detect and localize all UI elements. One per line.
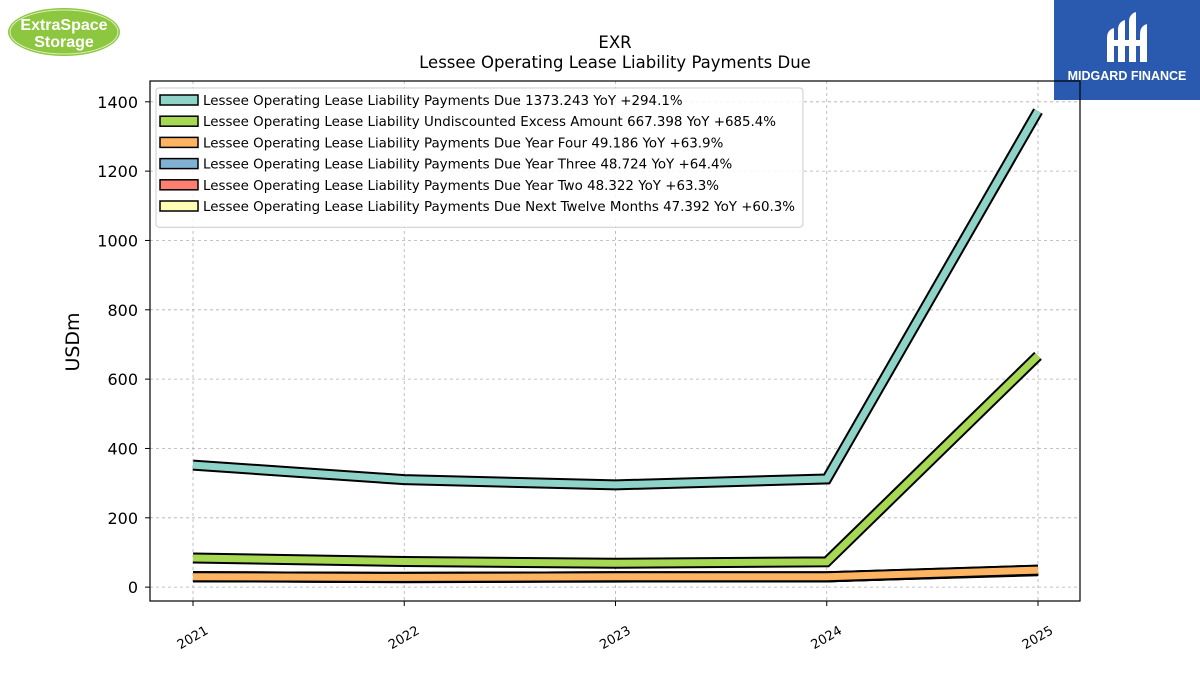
midgard-emblem-icon (1107, 12, 1147, 62)
series-lines (192, 108, 1043, 584)
extra-space-storage-logo: ExtraSpace Storage (5, 5, 125, 63)
legend-label: Lessee Operating Lease Liability Undisco… (203, 115, 776, 130)
legend-box (155, 87, 804, 228)
series-line (192, 108, 1043, 491)
legend-label: Lessee Operating Lease Liability Payment… (203, 179, 719, 194)
x-axis: 2021 2022 2023 2024 2025 (175, 601, 1056, 653)
series-line (192, 351, 1042, 569)
legend-swatch (159, 200, 199, 212)
legend-swatch (159, 94, 199, 106)
chart-subtitle: Lessee Operating Lease Liability Payment… (419, 53, 811, 72)
series-line-fill (192, 353, 1041, 567)
y-tick-label: 600 (107, 370, 138, 389)
legend-entry: Lessee Operating Lease Liability Payment… (159, 94, 683, 109)
y-tick-label: 1400 (97, 93, 138, 112)
legend-label: Lessee Operating Lease Liability Payment… (203, 158, 732, 173)
y-tick-label: 400 (107, 439, 138, 458)
legend-entry: Lessee Operating Lease Liability Payment… (159, 136, 723, 151)
x-tick-label: 2023 (597, 623, 633, 653)
logo-text-line1: ExtraSpace (20, 17, 107, 34)
series-line (192, 564, 1039, 583)
y-tick-label: 0 (128, 578, 138, 597)
y-tick-label: 800 (107, 301, 138, 320)
series-line-fill (192, 109, 1042, 489)
x-tick-label: 2022 (386, 623, 422, 653)
y-tick-label: 1000 (97, 231, 138, 250)
legend: Lessee Operating Lease Liability Payment… (155, 87, 804, 228)
chart-title: EXR (598, 33, 631, 52)
y-tick-label: 1200 (97, 162, 138, 181)
legend-label: Lessee Operating Lease Liability Payment… (203, 94, 683, 109)
legend-swatch (159, 136, 199, 149)
y-axis-label: USDm (62, 312, 84, 371)
x-tick-label: 2024 (809, 623, 845, 653)
series-line-fill (192, 566, 1039, 581)
x-tick-label: 2025 (1020, 623, 1056, 653)
midgard-finance-logo: MIDGARD FINANCE (1054, 0, 1200, 100)
legend-entry: Lessee Operating Lease Liability Payment… (159, 200, 795, 215)
legend-label: Lessee Operating Lease Liability Payment… (203, 200, 795, 215)
logo-text-line2: Storage (34, 34, 94, 51)
legend-swatch (159, 115, 199, 127)
legend-entry: Lessee Operating Lease Liability Payment… (159, 179, 719, 194)
legend-label: Lessee Operating Lease Liability Payment… (203, 136, 723, 151)
legend-swatch (159, 179, 199, 191)
x-tick-label: 2021 (175, 623, 211, 653)
y-axis: 0 200 400 600 800 1000 1200 1400 (97, 93, 150, 597)
legend-entry: Lessee Operating Lease Liability Undisco… (159, 115, 776, 130)
midgard-finance-label: MIDGARD FINANCE (1068, 69, 1187, 83)
legend-entry: Lessee Operating Lease Liability Payment… (159, 157, 732, 173)
legend-swatch (159, 157, 199, 170)
y-tick-label: 200 (107, 509, 138, 528)
